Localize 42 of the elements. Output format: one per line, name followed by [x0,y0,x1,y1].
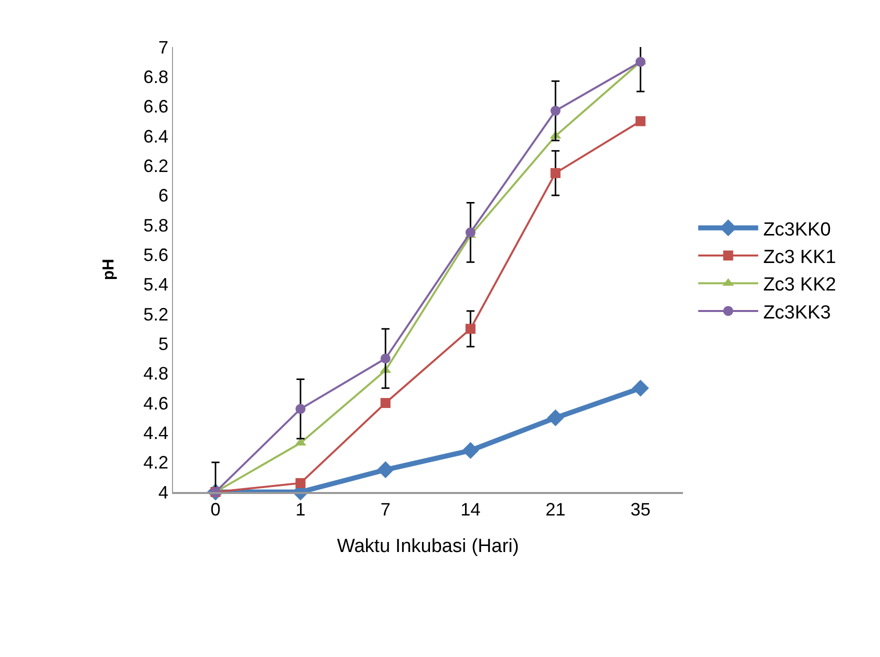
point [377,461,394,478]
point [466,227,476,238]
y-tick-label: 5.8 [143,215,168,236]
y-tick-label: 7 [158,37,168,58]
x-tick-label: 14 [460,500,481,520]
legend-label: Zc3KK0 [763,219,831,240]
y-tick-label: 5 [158,334,168,354]
y-tick-label: 6.2 [143,156,168,176]
point [636,56,646,67]
y-tick-label: 5.6 [143,244,168,265]
x-tick-label: 35 [630,500,651,520]
y-tick-label: 4.4 [143,422,168,443]
legend-label: Zc3KK3 [763,302,831,324]
y-tick-label: 4.2 [143,452,168,473]
point [380,354,390,364]
y-tick-label: 4.6 [143,393,168,414]
x-tick-label: 7 [380,500,391,520]
point [550,106,560,116]
y-tick-label: 4 [158,482,168,502]
x-axis-title: Waktu Inkubasi (Hari) [337,536,519,557]
y-tick-label: 5.4 [143,274,168,295]
y-tick-label: 6.4 [143,126,168,146]
x-tick-label: 1 [295,500,306,520]
point [636,116,646,126]
legend-label: Zc3 KK1 [763,246,836,268]
y-axis-title: pH [100,258,118,280]
y-tick-label: 4.8 [143,364,168,384]
point [296,404,306,414]
point [380,398,390,408]
point [547,409,564,426]
point [550,168,560,178]
legend-label: Zc3 KK2 [763,274,836,296]
point [296,478,306,488]
x-tick-label: 21 [545,500,566,520]
y-tick-label: 6 [158,186,168,206]
point [466,324,476,334]
y-tick-label: 6.6 [143,96,168,117]
point [462,442,479,459]
y-tick-label: 5.2 [143,304,168,324]
x-tick-label: 0 [210,500,221,520]
y-tick-label: 6.8 [143,66,168,87]
point [632,380,649,397]
